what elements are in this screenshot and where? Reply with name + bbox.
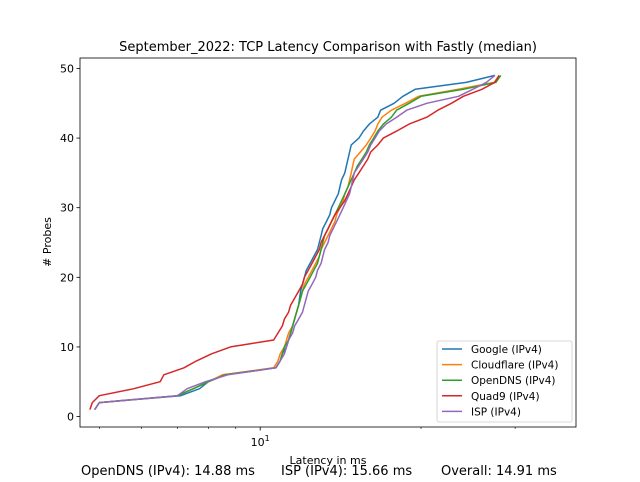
legend: Google (IPv4) Cloudflare (IPv4) OpenDNS (I… — [436, 340, 573, 423]
y-tick-label: 30 — [60, 202, 74, 215]
legend-label: ISP (IPv4) — [471, 406, 521, 418]
legend-label: Quad9 (IPv4) — [471, 391, 540, 403]
series-line-opendns-ipv4 — [94, 74, 502, 411]
y-tick-label: 20 — [60, 271, 74, 284]
legend-label: OpenDNS (IPv4) — [471, 375, 556, 387]
series-line-quad9-ipv4 — [89, 75, 500, 410]
y-axis: 0 10 20 30 40 50 — [60, 62, 80, 424]
summary-opendns: OpenDNS (IPv4): 14.88 ms — [81, 464, 255, 479]
x-tick-label: 101 — [251, 434, 270, 449]
legend-box — [436, 340, 573, 423]
y-axis-label: # Probes — [41, 217, 54, 267]
x-axis: 101 — [99, 427, 516, 449]
summary-footer: OpenDNS (IPv4): 14.88 ms ISP (IPv4): 15.… — [0, 464, 640, 482]
summary-isp: ISP (IPv4): 15.66 ms — [281, 464, 413, 479]
y-tick-label: 50 — [60, 62, 74, 75]
x-axis-label: Latency in ms — [290, 454, 367, 467]
legend-label: Cloudflare (IPv4) — [471, 360, 558, 372]
series-line-isp-ipv4 — [94, 74, 496, 411]
legend-label: Google (IPv4) — [471, 344, 542, 356]
y-tick-label: 10 — [60, 341, 74, 354]
series-lines — [89, 74, 502, 411]
summary-overall: Overall: 14.91 ms — [441, 464, 557, 479]
series-line-cloudflare-ipv4 — [94, 74, 500, 411]
y-tick-label: 40 — [60, 132, 74, 145]
chart-title: September_2022: TCP Latency Comparison w… — [119, 40, 537, 55]
y-tick-label: 0 — [67, 411, 74, 424]
